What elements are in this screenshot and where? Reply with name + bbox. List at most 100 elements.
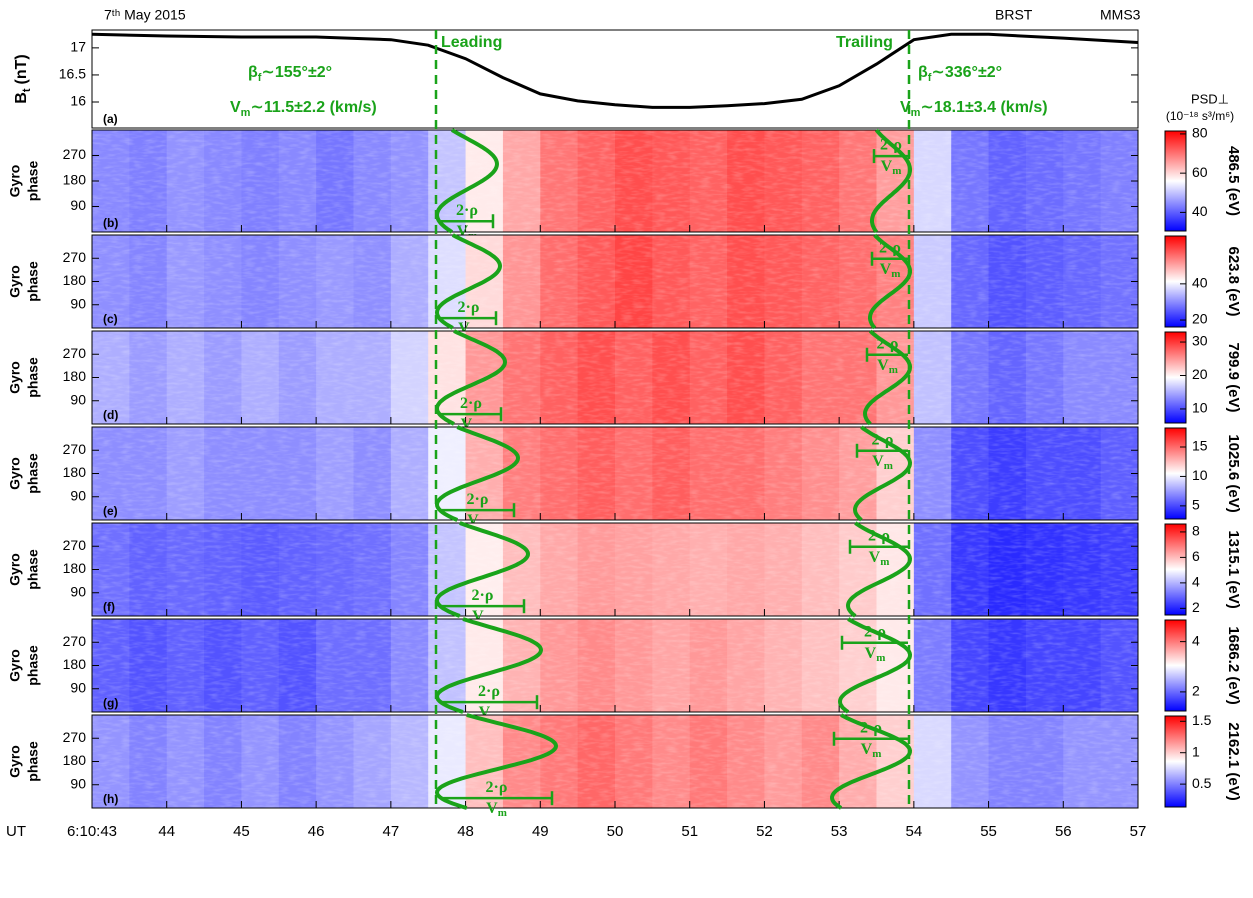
x-tick-label: 46 <box>308 823 325 840</box>
mode: BRST <box>995 7 1033 23</box>
y-tick-label: 180 <box>63 172 87 188</box>
y-tick-label: 90 <box>70 775 86 791</box>
ratio-num: 2·ρ <box>880 137 902 154</box>
y-axis-label: phase <box>25 357 41 398</box>
trailing-sine <box>837 617 913 714</box>
text-part: f <box>928 72 932 84</box>
text-part: m <box>241 107 251 119</box>
x-tick-label: 47 <box>383 823 400 840</box>
text-part: V <box>861 740 873 757</box>
panel-label: (b) <box>103 216 118 230</box>
ratio-den: Vm <box>880 260 901 279</box>
y-tick-label: 16.5 <box>59 66 86 82</box>
texture <box>92 235 1138 328</box>
colorbar-tick-label: 5 <box>1192 497 1200 513</box>
colorbar <box>1164 331 1187 424</box>
panel-label: (h) <box>103 792 118 806</box>
text-part: V <box>865 644 877 661</box>
ratio-num: 2·ρ <box>460 395 482 412</box>
x-tick-label: 51 <box>681 823 698 840</box>
colorbar-tick-label: 10 <box>1192 400 1208 416</box>
trailing-label: Trailing <box>836 34 893 51</box>
text-part: m <box>884 459 893 471</box>
colorbar <box>1164 523 1187 616</box>
y-axis-label: phase <box>25 645 41 686</box>
x-tick-label: 55 <box>980 823 997 840</box>
panel-label: (e) <box>103 504 118 518</box>
energy-label: 1686.2 (eV) <box>1225 626 1242 704</box>
colorbar-tick-label: 1 <box>1192 743 1200 759</box>
ratio-num: 2·ρ <box>478 683 500 700</box>
y-axis-label: Gyro <box>7 649 23 682</box>
panel-label: (a) <box>103 112 118 126</box>
text-part: ∼11.5±2.2 (km/s) <box>250 99 376 116</box>
panel-label: (c) <box>103 312 118 326</box>
colorbar <box>1164 235 1187 328</box>
y-axis-label: phase <box>25 549 41 590</box>
trailing-sine <box>868 233 912 330</box>
x-tick-label: 50 <box>607 823 624 840</box>
energy-label: 1025.6 (eV) <box>1225 434 1242 512</box>
bt-line <box>91 32 1139 109</box>
text-part: m <box>880 555 889 567</box>
x-tick-label: 53 <box>831 823 848 840</box>
colorbar-title: PSD⊥ <box>1191 91 1229 106</box>
text-part: ∼155°±2° <box>261 64 332 81</box>
y-axis-label: Gyro <box>7 265 23 298</box>
text-part: m <box>498 807 507 819</box>
colorbar-tick-label: 2 <box>1192 599 1200 615</box>
colorbar-tick-label: 80 <box>1192 125 1208 141</box>
ratio-num: 2·ρ <box>472 587 494 604</box>
y-tick-label: 270 <box>63 537 87 553</box>
text-part: m <box>911 107 921 119</box>
colorbar-tick-label: 30 <box>1192 333 1208 349</box>
texture <box>92 523 1138 616</box>
y-tick-label: 90 <box>70 679 86 695</box>
y-tick-label: 270 <box>63 441 87 457</box>
y-tick-label: 16 <box>70 93 86 109</box>
text-part: V <box>881 158 893 175</box>
date: 7ᵗʰ May 2015 <box>104 7 186 23</box>
x-tick-label: 45 <box>233 823 250 840</box>
beta-annotation: βf∼336°±2° <box>918 64 1002 84</box>
x-tick-label: 44 <box>158 823 175 840</box>
ratio-num: 2·ρ <box>467 491 489 508</box>
colorbar-tick-label: 15 <box>1192 438 1208 454</box>
y-tick-label: 270 <box>63 633 87 649</box>
colorbar <box>1164 715 1187 808</box>
text-part: m <box>892 165 901 177</box>
leading-sine <box>434 425 521 522</box>
y-tick-label: 90 <box>70 583 86 599</box>
colorbar-tick-label: 6 <box>1192 548 1200 564</box>
ratio-num: 2·ρ <box>486 779 508 796</box>
y-axis-label: phase <box>25 741 41 782</box>
colorbar <box>1164 130 1187 232</box>
colorbar-tick-label: 60 <box>1192 164 1208 180</box>
ratio-num: 2·ρ <box>860 719 882 736</box>
text-part: V <box>869 548 881 565</box>
ratio-num: 2·ρ <box>879 239 901 256</box>
colorbar-tick-label: 0.5 <box>1192 775 1212 791</box>
ratio-den: Vm <box>877 356 898 375</box>
colorbar-tick-label: 40 <box>1192 275 1208 291</box>
texture <box>92 715 1138 808</box>
y-tick-label: 180 <box>63 752 87 768</box>
plot-frame <box>91 29 1139 129</box>
x-tick-label: 57 <box>1130 823 1147 840</box>
text-part: V <box>872 452 884 469</box>
ratio-num: 2·ρ <box>872 431 894 448</box>
trailing-sine <box>829 713 913 810</box>
text-part: (nT) <box>13 54 30 84</box>
ratio-den: Vm <box>865 644 886 663</box>
energy-label: 1315.1 (eV) <box>1225 530 1242 608</box>
y-axis-label: phase <box>25 453 41 494</box>
text-part: m <box>891 267 900 279</box>
text-part: β <box>248 64 258 81</box>
y-tick-label: 180 <box>63 368 87 384</box>
text-part: m <box>876 651 885 663</box>
text-part: β <box>918 64 928 81</box>
energy-label: 2162.1 (eV) <box>1225 722 1242 800</box>
y-tick-label: 17 <box>70 39 86 55</box>
text-part: V <box>486 800 498 817</box>
